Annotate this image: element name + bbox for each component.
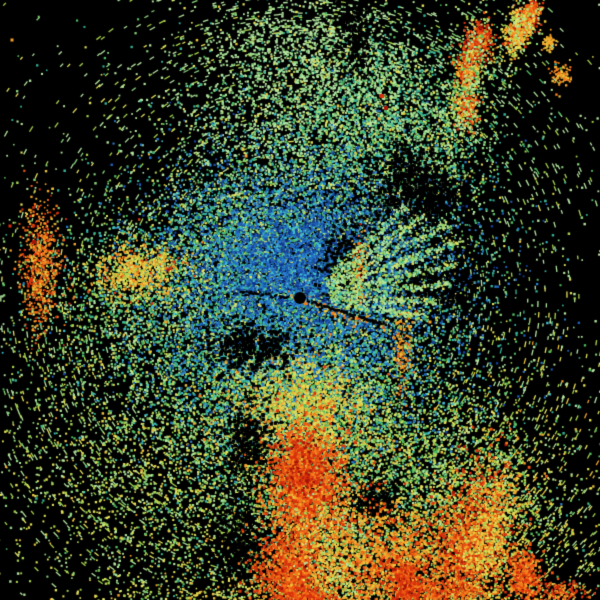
radar-reflectivity-canvas (0, 0, 600, 600)
radar-display (0, 0, 600, 600)
